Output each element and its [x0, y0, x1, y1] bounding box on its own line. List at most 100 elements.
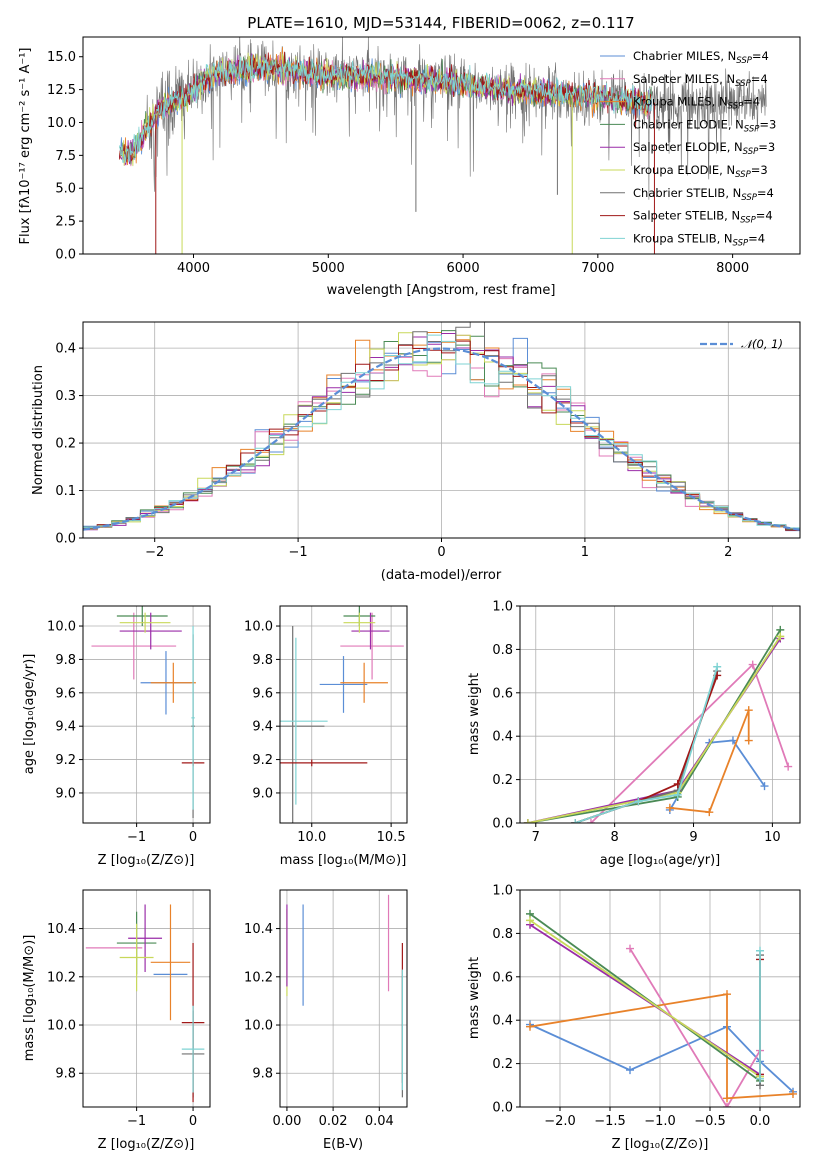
age_vs_Z-ticks: −1 0 9.0 9.2 9.4 9.6 9.8 10.0: [47, 620, 197, 845]
y-tick-label: 9.8: [252, 1067, 273, 1082]
y-tick-label: 9.4: [252, 720, 273, 735]
mass-vs-extinction-panel: E(B-V) 0.00 0.02 0.04 9.8 10.0 10.2 10.4: [244, 889, 408, 1152]
residuals-panel: (data-model)/error Normed distribution −…: [31, 321, 801, 583]
spectrum-frame: [82, 36, 801, 255]
kroupa-elodie-weight-marker: [526, 916, 534, 925]
x-tick-label: −1: [127, 830, 146, 845]
legend-subscript: SSP: [733, 238, 749, 248]
spectrum-panel: PLATE=1610, MJD=53144, FIBERID=0062, z=0…: [18, 14, 801, 298]
legend-subscript: SSP: [728, 102, 744, 112]
mass_vs_ebv-frame: [279, 889, 408, 1108]
x-tick-label: 10.5: [377, 830, 406, 845]
weight-vs-age-panel: age [log₁₀(age/yr)] mass weight 7 8 9 10 0.0…: [467, 600, 801, 868]
legend-tail: =4: [752, 49, 769, 63]
y-tick-label: 9.8: [55, 1067, 76, 1082]
x-tick-label: −1.5: [594, 1114, 626, 1129]
kroupa-stelib-weight-marker: [634, 797, 643, 806]
age-mass-xlabel: mass [log₁₀(M/M⊙)]: [280, 853, 407, 868]
spectrum-title: PLATE=1610, MJD=53144, FIBERID=0062, z=0…: [247, 14, 634, 32]
legend-subscript: SSP: [743, 147, 759, 157]
spectrum-ylabel: Flux [fλ10⁻¹⁷ erg cm⁻² s⁻¹ A⁻¹]: [18, 48, 33, 245]
y-tick-label: 0.4: [492, 1014, 513, 1029]
y-tick-label: 0.2: [492, 1057, 513, 1072]
kroupa-stelib-weight-marker: [673, 790, 682, 799]
legend-subscript: SSP: [744, 124, 760, 134]
salpeter-stelib-model-line: [119, 51, 652, 162]
kroupa-stelib-weight-marker: [756, 1074, 764, 1083]
kroupa-miles-weight-marker: [744, 736, 753, 745]
x-tick-label: −2: [145, 545, 164, 560]
y-tick-label: 0.2: [492, 773, 513, 788]
kroupa-miles-weight-marker: [665, 803, 674, 812]
legend-label: Kroupa STELIB, NSSP=4: [633, 231, 765, 248]
weight_vs_age-ticks: 7 8 9 10 0.0 0.2 0.4 0.6 0.8 1.0: [492, 600, 780, 846]
kroupa-elodie-weight-line: [529, 919, 761, 1078]
mass_vs_Z-plot-area: [85, 904, 205, 1103]
legend-tail: =4: [757, 186, 774, 200]
kroupa-miles-weight-line: [669, 709, 750, 814]
y-tick-label: 9.8: [55, 653, 76, 668]
residuals-legend: 𝒩(0, 1): [700, 337, 783, 351]
x-tick-label: −1.0: [644, 1114, 676, 1129]
legend-label: Chabrier ELODIE, NSSP=3: [633, 117, 776, 134]
y-tick-label: 9.0: [55, 786, 76, 801]
x-tick-label: 8000: [716, 261, 749, 276]
y-tick-label: 0.0: [492, 817, 513, 832]
y-tick-label: 9.6: [252, 686, 273, 701]
residuals-frame: [82, 321, 801, 539]
legend-tail: =4: [743, 95, 760, 109]
legend-subscript: SSP: [740, 216, 756, 226]
y-tick-label: 15.0: [47, 50, 76, 65]
x-tick-label: 0: [189, 1114, 197, 1129]
legend-subscript: SSP: [741, 193, 757, 203]
y-tick-label: 1.0: [492, 600, 513, 615]
mass-z-xlabel: Z [log₁₀(Z/Z⊙)]: [98, 1137, 195, 1152]
chabrier-miles-weight-marker: [626, 1066, 634, 1075]
weight-z-xlabel: Z [log₁₀(Z/Z⊙)]: [612, 1137, 709, 1152]
legend-label: Salpeter MILES, NSSP=4: [633, 72, 768, 89]
y-tick-label: 2.5: [55, 215, 76, 230]
y-tick-label: 10.2: [47, 970, 76, 985]
weight_vs_age-frame: [519, 605, 801, 824]
kroupa-stelib-histogram: [83, 334, 800, 538]
y-tick-label: 7.5: [55, 149, 76, 164]
y-tick-label: 0.1: [55, 484, 76, 499]
residuals-xlabel: (data-model)/error: [381, 568, 502, 583]
y-tick-label: 0.8: [492, 643, 513, 658]
y-tick-label: 10.0: [47, 620, 76, 635]
salpeter-miles-weight-marker: [723, 1103, 731, 1107]
y-tick-label: 0.0: [492, 1101, 513, 1116]
y-tick-label: 0.6: [492, 686, 513, 701]
kroupa-miles-weight-marker: [526, 1022, 534, 1031]
weight-z-ylabel: mass weight: [467, 957, 482, 1039]
kroupa-stelib-weight-marker: [756, 946, 764, 955]
age_vs_Z-plot-area: [91, 606, 205, 818]
y-tick-label: 0.0: [55, 532, 76, 547]
weight_vs_Z-ticks: −2.0 −1.5 −1.0 −0.5 0.0 0.0 0.2 0.4 0.6 0.8 1.0: [492, 884, 770, 1130]
spectrum-xlabel: wavelength [Angstrom, rest frame]: [327, 283, 556, 298]
mass-ebv-xlabel: E(B-V): [323, 1137, 363, 1152]
legend-tail: =3: [751, 163, 768, 177]
x-tick-label: 5000: [312, 261, 345, 276]
kroupa-elodie-weight-marker: [776, 632, 785, 641]
weight-vs-metallicity-panel: Z [log₁₀(Z/Z⊙)] mass weight −2.0 −1.5 −1.0…: [467, 884, 801, 1152]
legend-subscript: SSP: [735, 79, 751, 89]
kroupa-stelib-weight-marker: [713, 662, 722, 671]
kroupa-stelib-weight-marker: [571, 819, 580, 823]
x-tick-label: 0.02: [319, 1114, 348, 1129]
x-tick-label: 4000: [177, 261, 210, 276]
x-tick-label: 0.0: [750, 1114, 771, 1129]
legend-label: Salpeter STELIB, NSSP=4: [633, 209, 773, 226]
x-tick-label: 9: [689, 830, 697, 845]
residuals-ylabel: Normed distribution: [31, 365, 46, 495]
age-vs-mass-panel: mass [log₁₀(M/M⊙)] 10.0 10.5 9.0 9.2 9.4 9.6 9…: [244, 605, 408, 868]
x-tick-label: 7: [532, 830, 540, 845]
spectrum-legend: Chabrier MILES, NSSP=4 Salpeter MILES, NS…: [600, 49, 776, 248]
x-tick-label: 0: [189, 830, 197, 845]
x-tick-label: 0.00: [272, 1114, 301, 1129]
legend-label: Kroupa MILES, NSSP=4: [633, 95, 760, 112]
y-tick-label: 9.8: [252, 653, 273, 668]
kroupa-miles-weight-line: [529, 993, 794, 1100]
kroupa-elodie-weight-marker: [523, 819, 532, 823]
